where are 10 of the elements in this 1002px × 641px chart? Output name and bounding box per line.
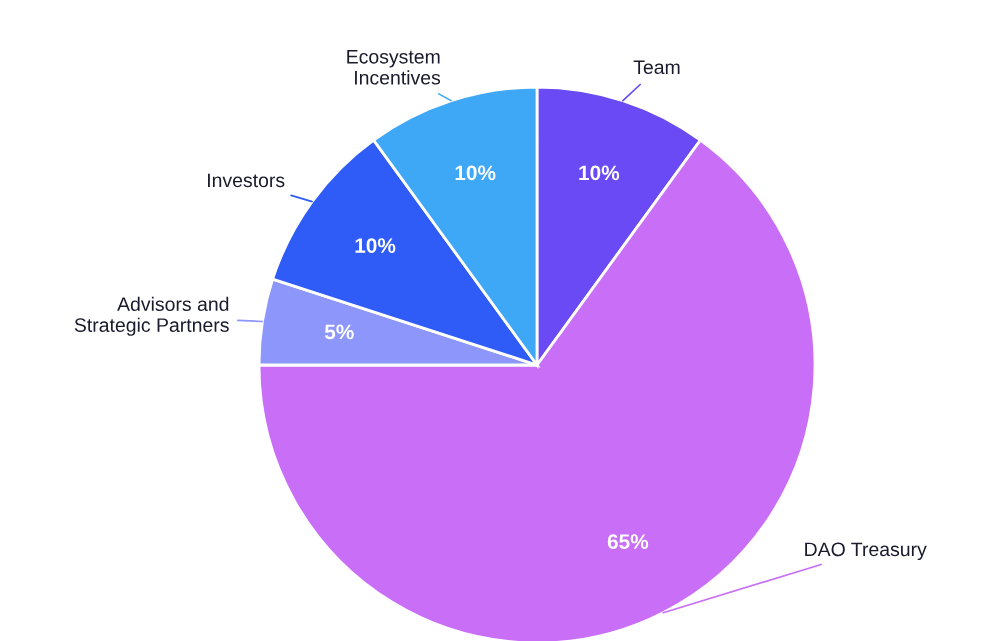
slice-label: Ecosystem Incentives <box>347 50 441 85</box>
data-label: 10% <box>579 165 620 181</box>
data-label: 10% <box>355 238 396 253</box>
slice-label: DAO Treasury <box>805 542 927 561</box>
slice-label: Investors <box>208 173 285 188</box>
slice-label: Advisors and Strategic Partners <box>74 296 229 336</box>
data-label: 65% <box>607 534 649 549</box>
slice-label: Team <box>633 60 680 75</box>
data-label: 5% <box>324 324 354 340</box>
data-label: 10% <box>455 165 496 181</box>
